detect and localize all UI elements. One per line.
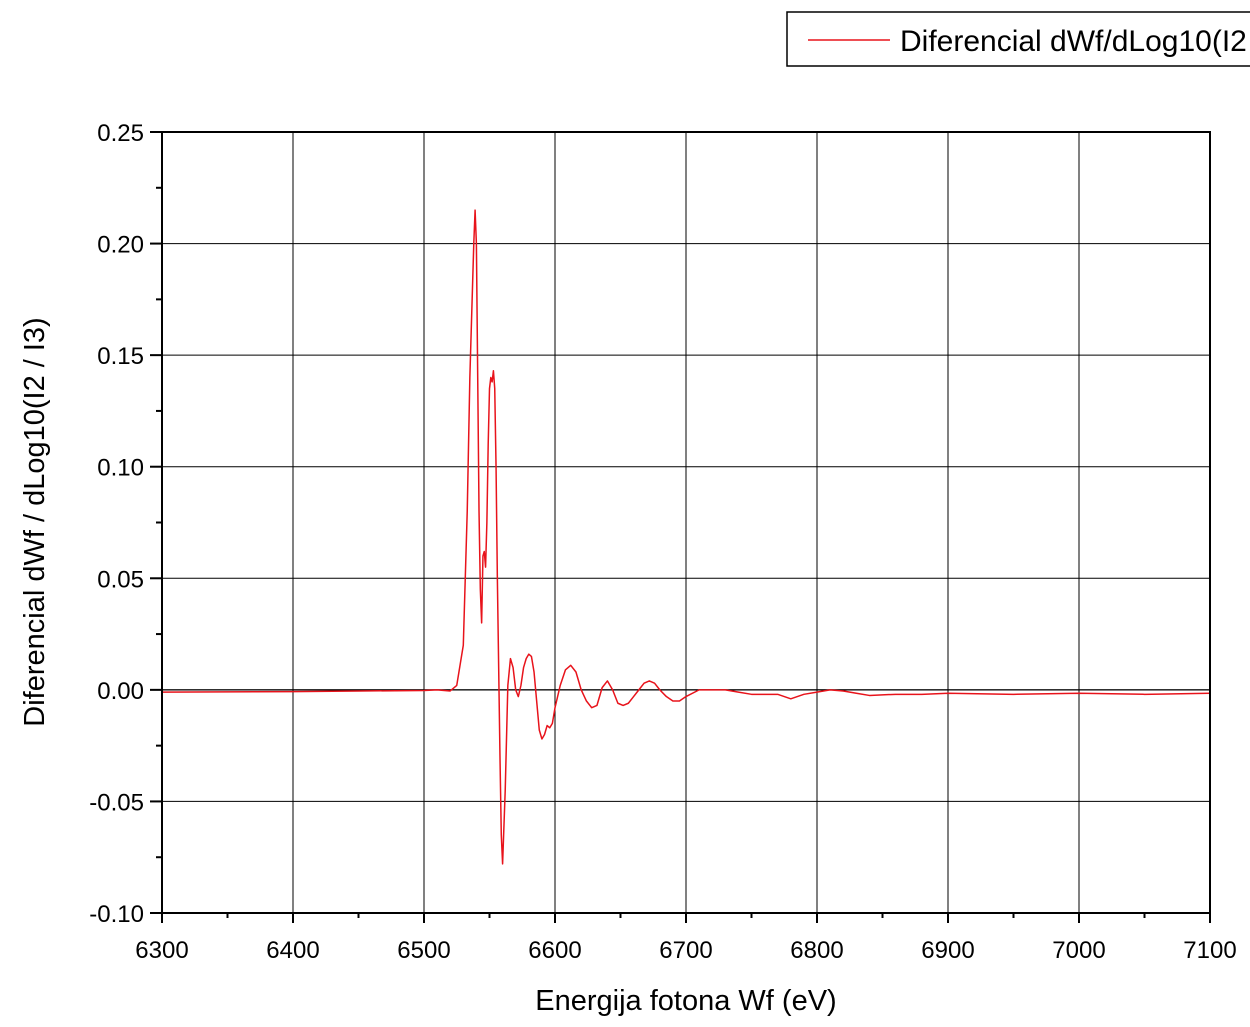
- y-tick-label: 0.10: [97, 455, 144, 482]
- y-axis-title: Diferencial dWf / dLog10(I2 / I3): [19, 317, 51, 726]
- x-tick-label: 6300: [135, 937, 188, 964]
- axis-ticks: [150, 131, 1211, 923]
- y-tick-label: 0.05: [97, 566, 144, 593]
- y-tick-labels: -0.10 -0.05 0.00 0.05 0.10 0.15 0.20 0.25: [89, 120, 144, 928]
- x-tick-label: 7100: [1183, 937, 1236, 964]
- legend-label: Diferencial dWf/dLog10(I2 / I3): [900, 25, 1250, 58]
- x-tick-label: 6500: [397, 937, 450, 964]
- x-tick-labels: 6300 6400 6500 6600 6700 6800 6900 7000 7100: [135, 937, 1236, 964]
- x-tick-label: 6700: [659, 937, 712, 964]
- y-tick-label: 0.20: [97, 232, 144, 259]
- legend: Diferencial dWf/dLog10(I2 / I3): [786, 11, 1250, 67]
- y-tick-label: -0.10: [89, 901, 144, 928]
- series-layer: [161, 209, 1211, 865]
- y-tick-label: 0.25: [97, 120, 144, 147]
- y-tick-label: -0.05: [89, 789, 144, 816]
- x-tick-label: 6600: [528, 937, 581, 964]
- x-axis-title: Energija fotona Wf (eV): [535, 985, 836, 1017]
- x-tick-label: 6400: [266, 937, 319, 964]
- x-tick-label: 6800: [790, 937, 843, 964]
- grid: [161, 131, 1211, 914]
- legend-box: [786, 11, 1250, 67]
- x-tick-label: 7000: [1052, 937, 1105, 964]
- y-tick-label: 0.00: [97, 678, 144, 705]
- series-line: [161, 209, 1211, 865]
- x-tick-label: 6900: [921, 937, 974, 964]
- y-tick-label: 0.15: [97, 343, 144, 370]
